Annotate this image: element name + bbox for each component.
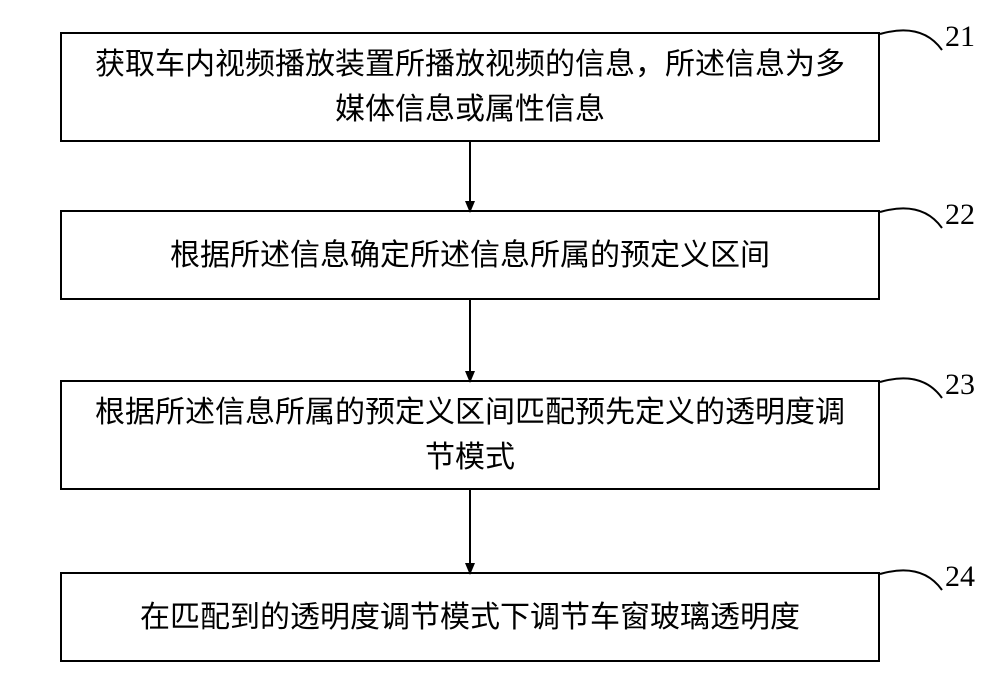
step-label-24: 24 — [945, 560, 975, 594]
step-label-23: 23 — [945, 368, 975, 402]
flowchart-canvas: 获取车内视频播放装置所播放视频的信息，所述信息为多媒体信息或属性信息 根据所述信… — [0, 0, 1000, 694]
flow-node-22: 根据所述信息确定所述信息所属的预定义区间 — [60, 210, 880, 300]
flow-node-23-text: 根据所述信息所属的预定义区间匹配预先定义的透明度调节模式 — [82, 390, 858, 480]
callouts-group — [880, 30, 942, 590]
flow-node-22-text: 根据所述信息确定所述信息所属的预定义区间 — [170, 233, 770, 278]
flow-node-21-text: 获取车内视频播放装置所播放视频的信息，所述信息为多媒体信息或属性信息 — [82, 42, 858, 132]
flow-node-23: 根据所述信息所属的预定义区间匹配预先定义的透明度调节模式 — [60, 380, 880, 490]
flow-node-21: 获取车内视频播放装置所播放视频的信息，所述信息为多媒体信息或属性信息 — [60, 32, 880, 142]
step-label-22: 22 — [945, 198, 975, 232]
flow-node-24: 在匹配到的透明度调节模式下调节车窗玻璃透明度 — [60, 572, 880, 662]
step-label-21: 21 — [945, 20, 975, 54]
flow-node-24-text: 在匹配到的透明度调节模式下调节车窗玻璃透明度 — [140, 595, 800, 640]
